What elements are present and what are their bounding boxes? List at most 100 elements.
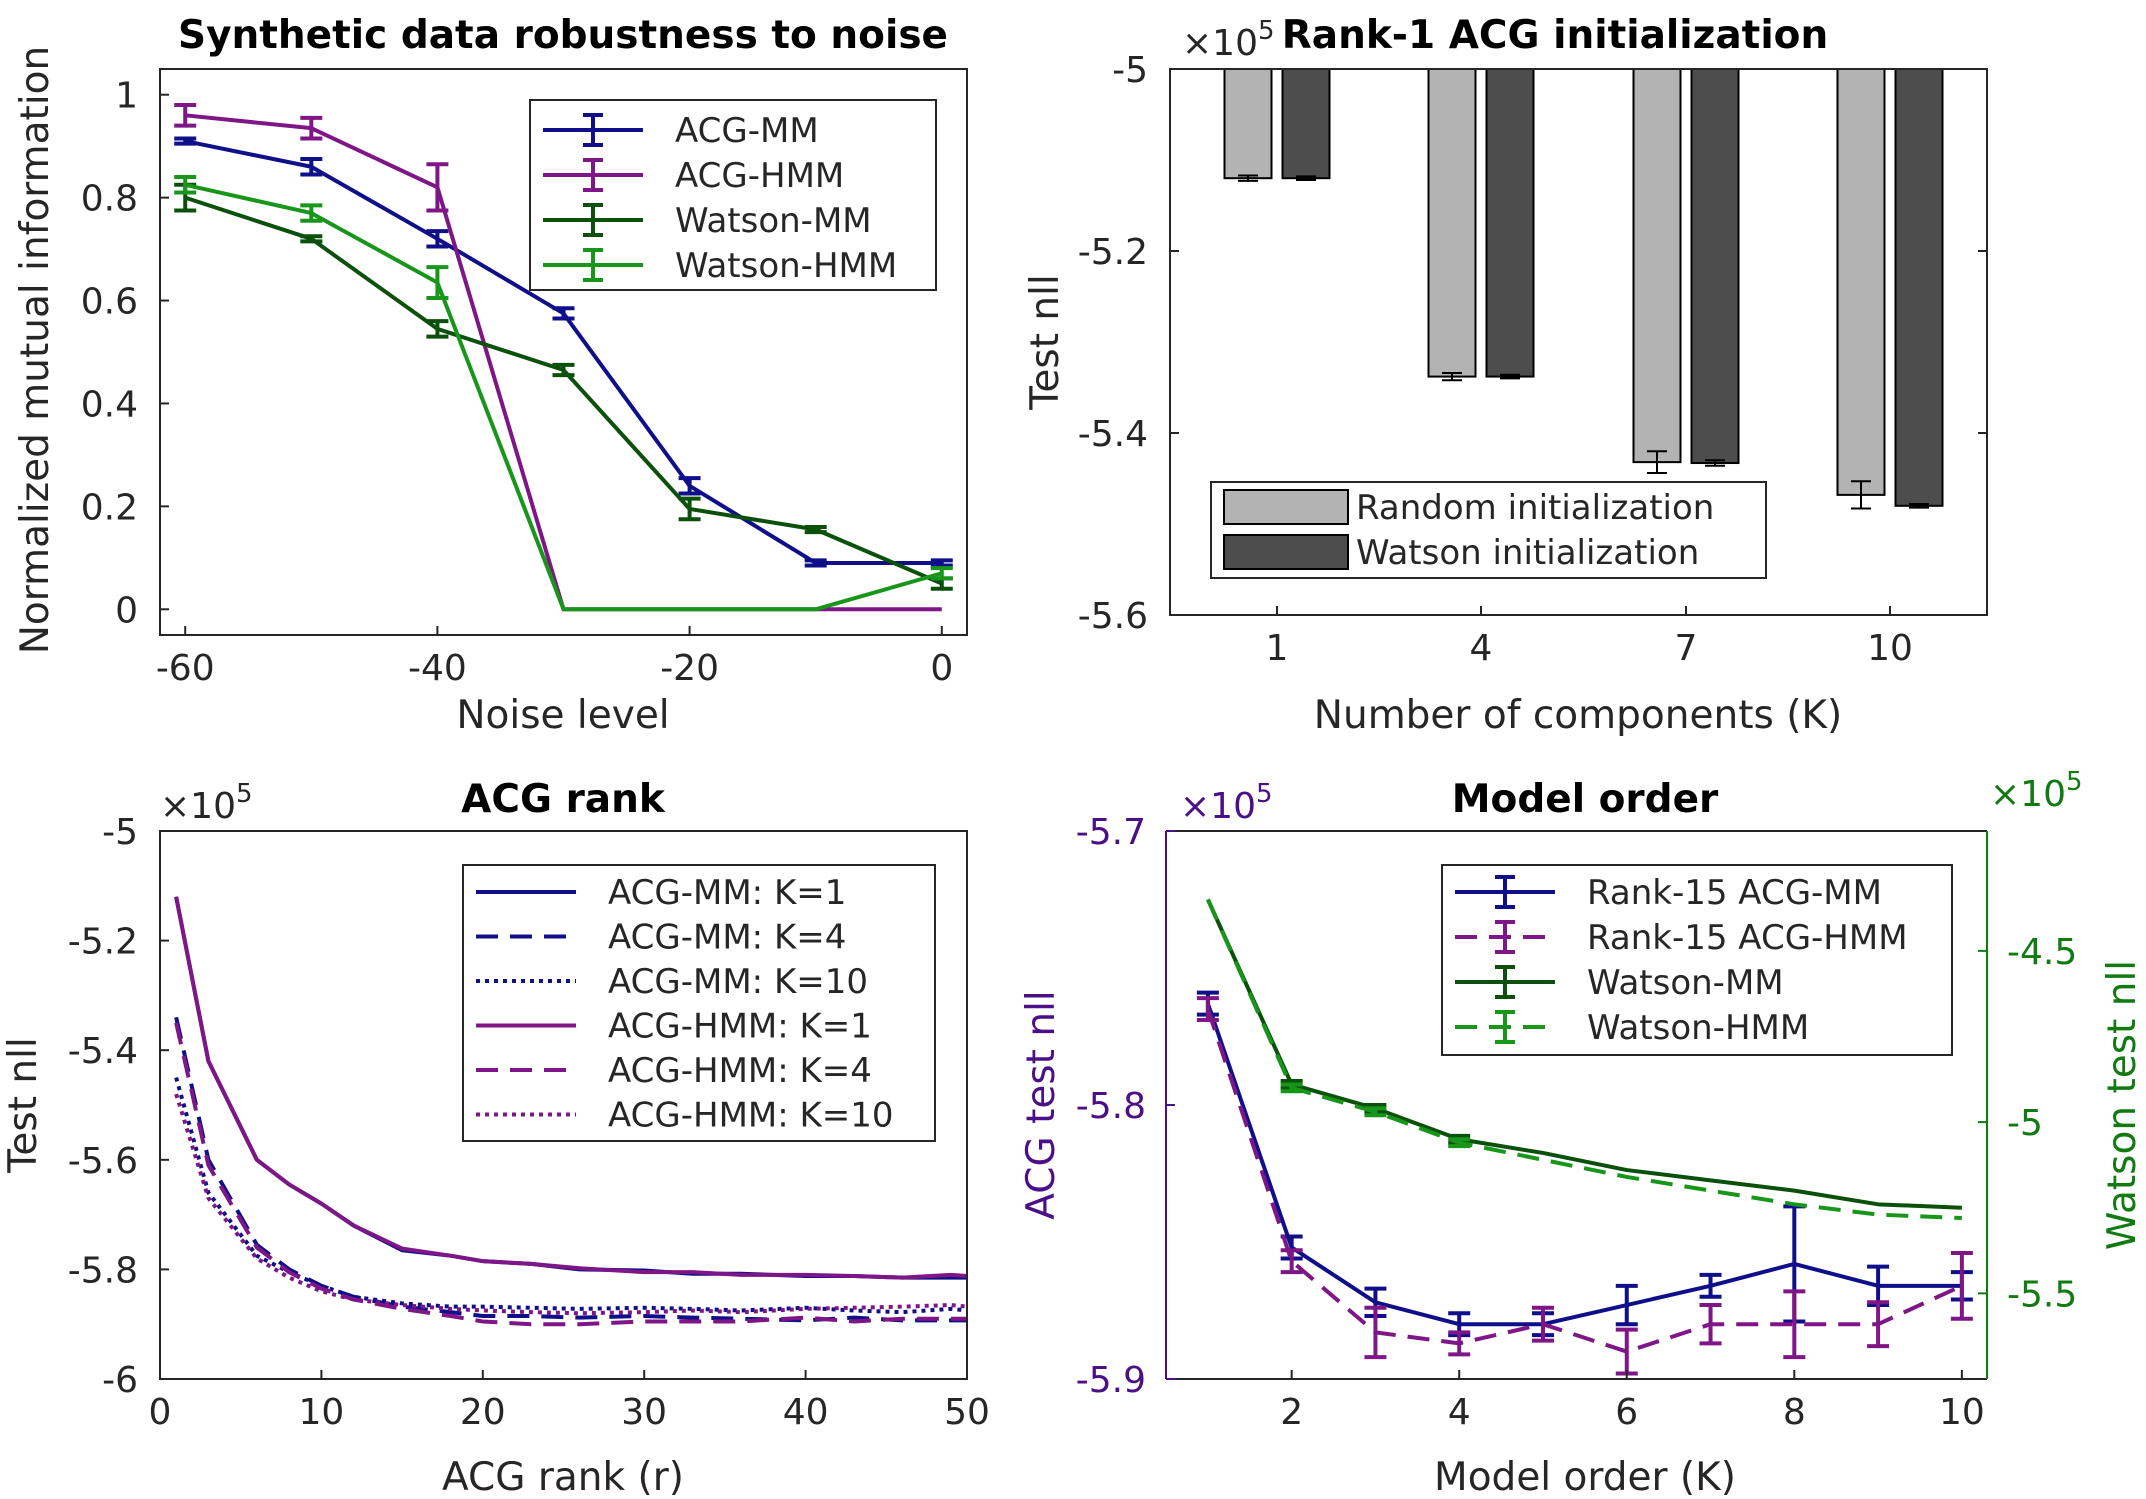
chart-title: Model order xyxy=(1452,777,1719,822)
axes-box xyxy=(1169,68,1988,616)
x-tick-label: 2 xyxy=(1280,1392,1303,1433)
series-line xyxy=(174,1022,967,1327)
x-tick-label: 20 xyxy=(460,1392,506,1433)
y2-tick-label: -5.5 xyxy=(2007,1274,2077,1315)
y-tick-label: 0.6 xyxy=(81,282,138,323)
x-tick-label: -40 xyxy=(408,648,467,689)
legend-swatch xyxy=(1223,534,1349,570)
y-tick-label: -5.4 xyxy=(1078,414,1148,455)
series-line xyxy=(174,1093,968,1316)
chart-title: Rank-1 ACG initialization xyxy=(1282,13,1829,58)
y-tick-label: 0 xyxy=(115,590,138,631)
axis-ticks: -60 -40 -20 0 0 0.2 0.4 0.6 0.8 1 xyxy=(81,76,954,689)
series-line xyxy=(174,896,968,1280)
bar xyxy=(1427,68,1477,378)
exponent-label: ×105 xyxy=(1182,16,1275,64)
exponent-label: ×105 xyxy=(160,779,253,827)
x-tick-label: 10 xyxy=(1939,1392,1985,1433)
legend-label: Watson initialization xyxy=(1356,533,1699,573)
y-tick-label: -5 xyxy=(1112,50,1148,91)
legend-box xyxy=(1441,864,1953,1056)
legend-label: ACG-MM: K=1 xyxy=(608,873,846,913)
legend-swatch xyxy=(1223,489,1349,525)
bar xyxy=(1281,68,1331,180)
x-tick-label: 10 xyxy=(298,1392,344,1433)
x-axis-label: Noise level xyxy=(456,693,669,738)
series-line xyxy=(1206,898,1962,1210)
legend-label: Rank-15 ACG-MM xyxy=(1587,873,1882,913)
legend-label: ACG-HMM: K=4 xyxy=(608,1051,872,1091)
right-exponent-label: ×105 xyxy=(1990,767,2083,815)
series-line xyxy=(174,1016,967,1323)
x-tick-label: -60 xyxy=(156,648,215,689)
legend-label: ACG-MM: K=4 xyxy=(608,918,846,958)
y2-tick-label: -4.5 xyxy=(2007,932,2077,973)
y-tick-label: 0.8 xyxy=(81,179,138,220)
axes-box xyxy=(159,830,968,1380)
y-axis-label: Test nll xyxy=(1023,274,1068,411)
chart-title: ACG rank xyxy=(461,777,666,822)
legend-label: ACG-MM: K=10 xyxy=(608,962,868,1002)
y2-tick-label: -5 xyxy=(2007,1103,2043,1144)
y-tick-label: -5.9 xyxy=(1076,1360,1146,1401)
y-tick-label: -5.6 xyxy=(68,1141,138,1182)
bar xyxy=(1632,68,1682,464)
legend-label: ACG-HMM xyxy=(675,156,844,196)
series-line xyxy=(1205,1002,1962,1327)
left-exponent-label: ×105 xyxy=(1180,779,1273,827)
axis-ticks: 0 10 20 30 40 50 -6 -5.8 -5.6 -5.4 -5.2 -5 xyxy=(68,812,990,1433)
y-tick-label: -5.6 xyxy=(1078,596,1148,637)
y-axis-label: Test nll xyxy=(1,1037,46,1174)
y-tick-label: -5.7 xyxy=(1076,812,1146,853)
x-tick-label: 4 xyxy=(1470,628,1493,669)
axis-ticks: 1 4 7 10 -5.6 -5.4 -5.2 -5 xyxy=(1078,50,1987,669)
legend-label: Watson-MM xyxy=(675,201,872,241)
panel-model-order: 2 4 6 8 10 -5.9 -5.8 -5.7 -5.5 -5 -4.5 ×105 ×105 M… xyxy=(1019,767,2145,1499)
legend-label: ACG-HMM: K=10 xyxy=(608,1096,894,1136)
x-tick-label: 30 xyxy=(621,1392,667,1433)
y-tick-label: 0.2 xyxy=(81,487,138,528)
legend-label: ACG-MM xyxy=(675,111,819,151)
panel-acg-rank: 0 10 20 30 40 50 -6 -5.8 -5.6 -5.4 -5.2 -5 ×105 ACG… xyxy=(1,777,990,1499)
x-tick-label: 7 xyxy=(1675,628,1698,669)
legend-label: Random initialization xyxy=(1356,488,1714,528)
x-axis-label: ACG rank (r) xyxy=(442,1455,684,1499)
legend-label: Watson-HMM xyxy=(675,246,897,286)
y-tick-label: -6 xyxy=(102,1360,138,1401)
y-tick-label: -5.8 xyxy=(68,1250,138,1291)
plot-area xyxy=(1223,68,1944,510)
bar xyxy=(1690,68,1740,465)
x-tick-label: -20 xyxy=(660,648,719,689)
y2-axis-label: Watson test nll xyxy=(2100,960,2145,1250)
y-axis-label: ACG test nll xyxy=(1019,990,1064,1220)
axes-box xyxy=(159,68,968,636)
y-tick-label: 1 xyxy=(115,76,138,117)
x-axis-label: Model order (K) xyxy=(1434,1455,1736,1499)
x-tick-label: 6 xyxy=(1615,1392,1638,1433)
y-tick-label: -5.2 xyxy=(68,922,138,963)
y-tick-label: -5.2 xyxy=(1078,232,1148,273)
bar xyxy=(1836,68,1886,496)
x-tick-label: 50 xyxy=(944,1392,990,1433)
bar xyxy=(1894,68,1944,507)
legend-label: Watson-MM xyxy=(1587,963,1784,1003)
series-line xyxy=(1205,1008,1963,1354)
x-tick-label: 10 xyxy=(1867,628,1913,669)
legend: Random initialization Watson initializati… xyxy=(1210,481,1767,579)
plot-area xyxy=(174,103,953,612)
legend-label: Watson-HMM xyxy=(1587,1008,1809,1048)
y-axis-label: Normalized mutual information xyxy=(13,46,58,655)
legend: ACG-MM ACG-HMM Watson-MM Watson-HMM xyxy=(529,99,937,291)
y-tick-label: -5.4 xyxy=(68,1031,138,1072)
x-tick-label: 0 xyxy=(930,648,953,689)
bar xyxy=(1223,68,1273,180)
x-tick-label: 8 xyxy=(1783,1392,1806,1433)
plot-area xyxy=(174,896,968,1327)
axis-ticks: 2 4 6 8 10 -5.9 -5.8 -5.7 -5.5 -5 -4.5 xyxy=(1076,812,2078,1433)
legend-label: Rank-15 ACG-HMM xyxy=(1587,918,1908,958)
legend-box xyxy=(462,864,936,1142)
x-tick-label: 40 xyxy=(783,1392,829,1433)
x-axis-label: Number of components (K) xyxy=(1314,693,1842,738)
